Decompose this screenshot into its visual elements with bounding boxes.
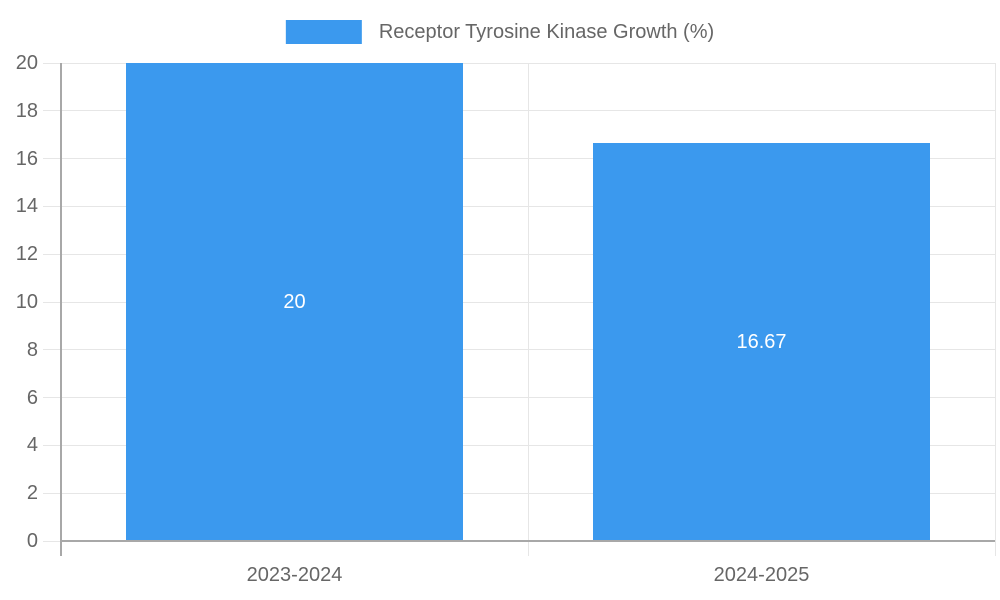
y-tick bbox=[43, 397, 61, 399]
y-tick bbox=[43, 253, 61, 255]
x-axis-category-label: 2024-2025 bbox=[713, 564, 810, 586]
legend-swatch bbox=[285, 20, 362, 44]
y-axis-line bbox=[60, 63, 62, 556]
bar-value-label: 16.67 bbox=[736, 330, 787, 353]
bar-value-label: 20 bbox=[283, 291, 306, 313]
y-axis-tick-label: 6 bbox=[26, 386, 38, 409]
y-axis-tick-label: 4 bbox=[26, 434, 38, 457]
y-tick bbox=[43, 301, 61, 303]
y-axis-tick-label: 8 bbox=[26, 338, 38, 361]
x-axis-category-label: 2023-2024 bbox=[246, 564, 343, 586]
legend-label: Receptor Tyrosine Kinase Growth (%) bbox=[378, 21, 715, 43]
legend[interactable]: Receptor Tyrosine Kinase Growth (%) bbox=[285, 18, 715, 46]
y-axis-tick-label: 10 bbox=[15, 291, 38, 313]
x-gridline bbox=[994, 63, 996, 556]
y-axis-tick-label: 2 bbox=[26, 482, 38, 505]
y-axis-tick-label: 20 bbox=[15, 52, 38, 74]
bar: 16.67 bbox=[593, 142, 930, 541]
y-tick bbox=[43, 444, 61, 446]
y-axis-tick-label: 18 bbox=[15, 99, 38, 122]
y-tick bbox=[43, 540, 61, 542]
y-tick bbox=[43, 349, 61, 351]
y-tick bbox=[43, 158, 61, 160]
y-axis-tick-label: 0 bbox=[26, 530, 38, 552]
x-gridline bbox=[527, 63, 529, 556]
plot-area: 0 2 4 6 8 10 12 14 16 18 20 20 2023-2024 16.67 2024-20… bbox=[16, 52, 996, 586]
y-tick bbox=[43, 110, 61, 112]
x-axis-line bbox=[60, 540, 995, 542]
y-tick bbox=[43, 205, 61, 207]
bar: 20 bbox=[126, 63, 463, 541]
y-axis-tick-label: 16 bbox=[15, 147, 38, 170]
y-axis-tick-label: 12 bbox=[15, 243, 38, 266]
y-axis-tick-label: 14 bbox=[15, 195, 38, 218]
y-tick bbox=[43, 492, 61, 494]
y-tick bbox=[43, 62, 61, 64]
